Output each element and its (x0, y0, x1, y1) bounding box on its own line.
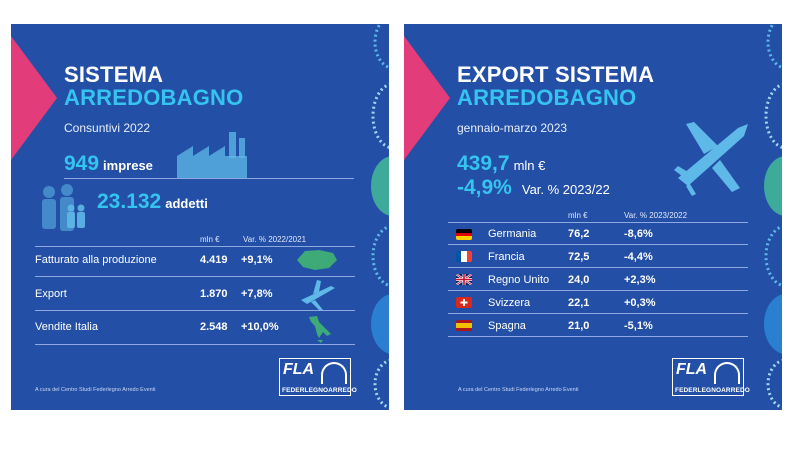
footer-credit: A cura del Centro Studi Federlegno Arred… (458, 387, 579, 393)
column-var-header: Var. % 2022/2021 (243, 235, 307, 244)
divider (35, 344, 355, 345)
italy-map-icon (309, 316, 331, 343)
export-total-value: 439,7 (457, 152, 510, 175)
divider (448, 290, 748, 291)
country-var: +0,3% (624, 297, 656, 309)
row-var: +9,1% (241, 254, 273, 266)
airplane-icon (301, 280, 335, 310)
country-label: Svizzera (488, 297, 531, 309)
panel-title-line2: ARREDOBAGNO (457, 85, 637, 110)
pink-arrow-decoration (404, 36, 450, 160)
pink-arrow-decoration (11, 36, 57, 160)
addetti-stat: 23.132 addetti (97, 190, 208, 214)
fla-logo: FLA FEDERLEGNOARREDO (279, 358, 357, 396)
country-value: 21,0 (568, 320, 590, 332)
export-var-value: -4,9% (457, 176, 512, 199)
country-var: -5,1% (624, 320, 653, 332)
panel-title-line1: SISTEMA (64, 62, 164, 87)
country-label: Germania (488, 228, 537, 240)
column-var-header: Var. % 2023/2022 (624, 211, 688, 220)
export-total-stat: 439,7 mln € (457, 152, 545, 176)
country-label: Regno Unito (488, 274, 550, 286)
panel-export-sistema-arredobagno: EXPORT SISTEMA ARREDOBAGNO gennaio-marzo… (404, 24, 782, 410)
column-unit-header: mln € (200, 235, 220, 244)
export-var-label: Var. % 2023/22 (521, 182, 610, 197)
panel-subtitle: gennaio-marzo 2023 (457, 121, 568, 135)
column-unit-header: mln € (568, 211, 588, 220)
stripes-decoration (371, 24, 389, 409)
divider (448, 336, 748, 337)
country-var: +2,3% (624, 274, 656, 286)
addetti-label: addetti (165, 196, 208, 211)
logo-subtext: FEDERLEGNOARREDO (282, 387, 357, 394)
divider (35, 310, 355, 311)
country-value: 76,2 (568, 228, 590, 240)
germany-flag (456, 229, 472, 240)
logo-text: FLA (676, 361, 708, 378)
factory-icon (177, 132, 247, 178)
row-value: 2.548 (200, 321, 228, 333)
divider (35, 276, 355, 277)
country-value: 22,1 (568, 297, 590, 309)
imprese-label: imprese (103, 158, 153, 173)
panel-subtitle: Consuntivi 2022 (64, 121, 151, 135)
country-label: Spagna (488, 320, 526, 332)
divider (448, 267, 748, 268)
export-var-stat: -4,9% Var. % 2023/22 (457, 176, 610, 200)
row-value: 1.870 (200, 288, 228, 300)
imprese-stat: 949 imprese (64, 152, 153, 176)
logo-arc (714, 362, 740, 384)
row-var: +7,8% (241, 288, 273, 300)
logo-text: FLA (283, 361, 315, 378)
divider (448, 222, 748, 223)
stripes-decoration (764, 24, 782, 409)
fla-logo: FLA FEDERLEGNOARREDO (672, 358, 750, 396)
logo-arc (321, 362, 347, 384)
country-value: 72,5 (568, 251, 590, 263)
row-value: 4.419 (200, 254, 228, 266)
people-icon (42, 184, 85, 231)
france-flag (456, 251, 472, 262)
country-label: Francia (488, 251, 525, 263)
divider (448, 244, 748, 245)
switzerland-flag (456, 297, 472, 308)
country-var: -4,4% (624, 251, 653, 263)
row-label: Vendite Italia (35, 321, 98, 333)
divider (64, 178, 354, 179)
logo-subtext: FEDERLEGNOARREDO (675, 387, 750, 394)
addetti-value: 23.132 (97, 190, 162, 213)
panel-title-line2: ARREDOBAGNO (64, 85, 244, 110)
row-label: Export (35, 288, 67, 300)
footer-credit: A cura del Centro Studi Federlegno Arred… (35, 387, 156, 393)
export-total-unit: mln € (513, 158, 546, 173)
spain-flag (456, 320, 472, 331)
row-var: +10,0% (241, 321, 279, 333)
world-map-icon (297, 250, 337, 270)
uk-flag (456, 274, 472, 285)
panel-title-line1: EXPORT SISTEMA (457, 62, 655, 87)
country-var: -8,6% (624, 228, 653, 240)
imprese-value: 949 (64, 152, 100, 175)
country-value: 24,0 (568, 274, 590, 286)
divider (448, 313, 748, 314)
divider (35, 246, 355, 247)
panel-sistema-arredobagno: SISTEMA ARREDOBAGNO Consuntivi 2022 949 i… (11, 24, 389, 410)
row-label: Fatturato alla produzione (35, 254, 157, 266)
airplane-icon (674, 122, 748, 196)
